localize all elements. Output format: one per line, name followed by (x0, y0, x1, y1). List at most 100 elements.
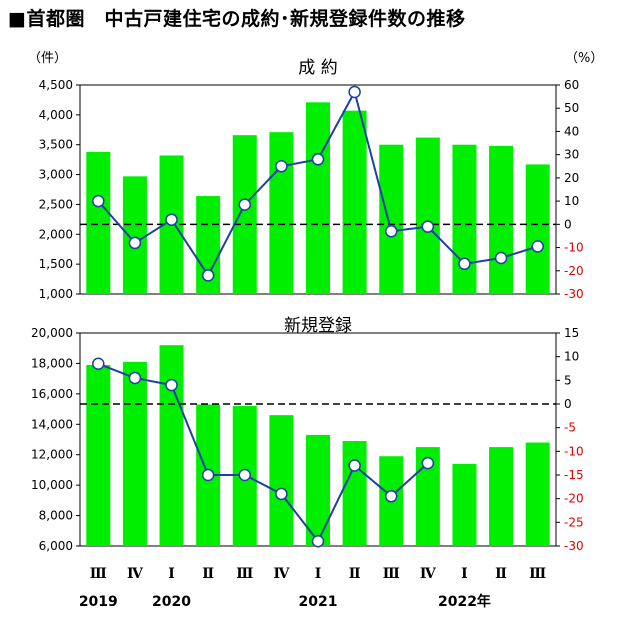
chart-title: ■首都圏 中古戸建住宅の成約･新規登録件数の推移 (8, 8, 466, 30)
data-point (238, 468, 252, 482)
right-tick-label: -20 (564, 492, 584, 506)
data-point (165, 378, 178, 392)
right-tick-label: 10 (564, 194, 579, 208)
right-tick-label: -5 (564, 421, 576, 435)
quarter-label: Ⅰ (461, 566, 468, 582)
right-tick-label: -25 (564, 515, 584, 529)
data-point (421, 456, 435, 470)
right-tick-label: 30 (564, 148, 579, 162)
data-point (311, 153, 325, 166)
data-point (494, 251, 508, 265)
series-line (97, 362, 429, 544)
data-point (348, 85, 361, 99)
left-tick-label: 3,500 (39, 138, 73, 152)
left-tick-label: 3,000 (39, 168, 73, 182)
left-tick-label: 1,000 (39, 287, 73, 301)
left-tick-label: 4,500 (39, 78, 73, 92)
left-tick-label: 10,000 (31, 478, 73, 492)
right-tick-label: -15 (564, 468, 584, 482)
bar (379, 144, 404, 294)
data-point (92, 194, 105, 208)
right-tick-label: -10 (564, 241, 584, 255)
right-tick-label: 15 (564, 326, 579, 340)
right-tick-label: 60 (564, 78, 579, 92)
data-point (275, 487, 288, 501)
data-point (165, 213, 178, 226)
data-point (311, 535, 325, 548)
data-point (201, 269, 215, 282)
bar (159, 345, 184, 546)
quarter-label: Ⅳ (420, 566, 437, 582)
bar (122, 176, 147, 294)
data-point (275, 160, 288, 173)
data-point (384, 225, 398, 238)
right-tick-label: 40 (564, 124, 579, 138)
year-label: 2019 (79, 594, 118, 610)
bar (269, 132, 294, 294)
data-point (128, 236, 142, 250)
bar (525, 442, 550, 546)
right-tick-label: -30 (564, 539, 584, 553)
quarter-label: Ⅰ (315, 566, 322, 582)
left-tick-label: 8,000 (39, 509, 73, 523)
quarter-label: Ⅲ (236, 566, 253, 582)
right-tick-label: 0 (564, 217, 572, 231)
data-point (384, 490, 398, 503)
right-tick-label: 5 (564, 373, 572, 387)
bar (306, 102, 330, 295)
quarter-label: Ⅳ (127, 566, 144, 582)
right-tick-label: 20 (564, 171, 579, 185)
data-point (421, 220, 435, 233)
data-point (348, 459, 361, 472)
left-axis-unit: （件） (28, 51, 67, 66)
bar (86, 364, 111, 546)
quarter-label: Ⅲ (529, 566, 546, 582)
data-point (201, 468, 215, 482)
bar (269, 415, 294, 546)
quarter-label: Ⅲ (90, 566, 107, 582)
right-tick-label: -10 (564, 444, 584, 458)
left-tick-label: 2,500 (39, 197, 73, 211)
bar (452, 144, 477, 294)
bar (489, 447, 514, 546)
quarter-label: Ⅱ (202, 566, 214, 582)
data-point (458, 257, 471, 271)
right-tick-label: 50 (564, 101, 579, 115)
right-axis-unit: （%） (565, 51, 603, 66)
left-tick-label: 16,000 (31, 387, 73, 401)
left-tick-label: 20,000 (31, 326, 73, 340)
year-label: 2020 (152, 594, 191, 610)
quarter-label: Ⅱ (349, 566, 361, 582)
bar (232, 135, 257, 294)
panel-title: 新規登録 (284, 316, 352, 336)
right-tick-label: -20 (564, 264, 584, 278)
year-label: 2022年 (438, 593, 491, 610)
left-tick-label: 14,000 (31, 417, 73, 431)
left-tick-label: 2,000 (39, 227, 73, 241)
bar (342, 110, 367, 294)
data-point (238, 198, 252, 211)
left-tick-label: 18,000 (31, 356, 73, 370)
year-label: 2021 (299, 594, 338, 610)
right-tick-label: 0 (564, 397, 572, 411)
bar (306, 434, 330, 546)
bar (342, 441, 367, 546)
left-tick-label: 12,000 (31, 448, 73, 462)
bar (86, 151, 111, 294)
bar (452, 463, 477, 546)
quarter-label: Ⅱ (495, 566, 507, 582)
left-tick-label: 6,000 (39, 539, 73, 553)
left-tick-label: 4,000 (39, 108, 73, 122)
left-tick-label: 1,500 (39, 257, 73, 271)
bar (525, 164, 550, 294)
bar (489, 145, 514, 294)
bar (415, 137, 440, 294)
panel-title: 成 約 (298, 58, 337, 78)
data-point (92, 357, 105, 371)
quarter-label: Ⅳ (273, 566, 290, 582)
right-tick-label: -30 (564, 287, 584, 301)
data-point (531, 240, 544, 253)
right-tick-label: 10 (564, 350, 579, 364)
quarter-label: Ⅰ (168, 566, 175, 582)
